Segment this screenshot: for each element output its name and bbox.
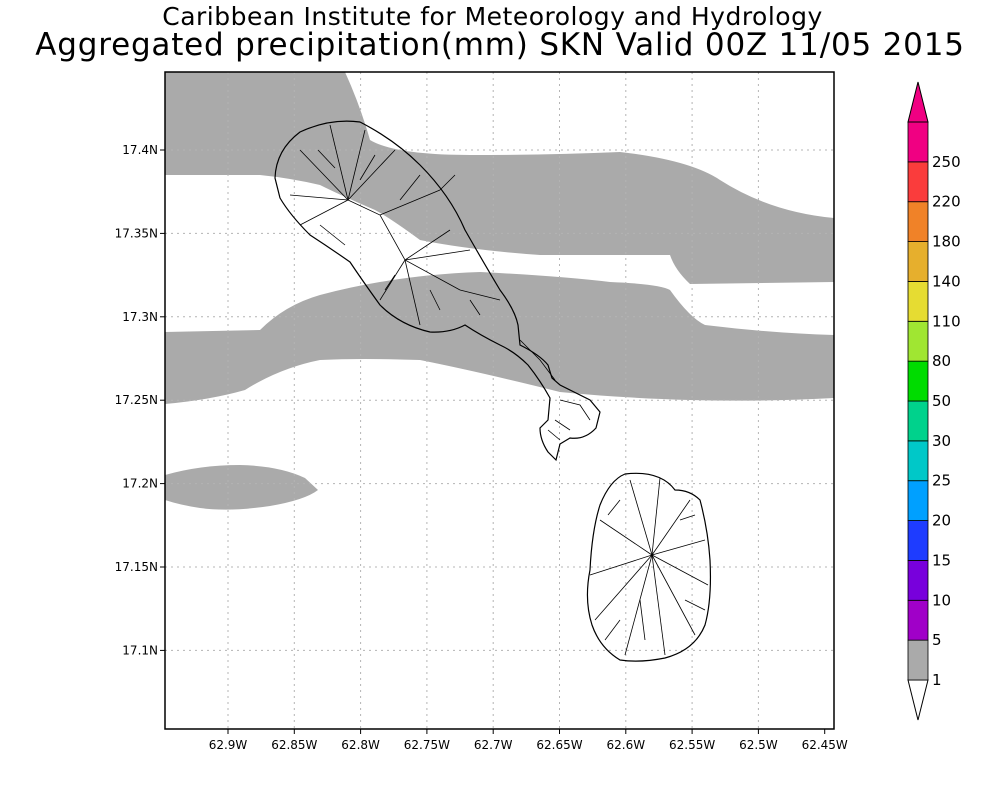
colorbar-label: 140 (932, 272, 961, 290)
precip-field (165, 72, 834, 510)
precip-band-north (165, 72, 834, 284)
island-st-kitts-outline (274, 120, 601, 462)
lon-tick-label: 62.8W (341, 738, 380, 752)
lon-tick-label: 62.85W (271, 738, 317, 752)
island-nevis (586, 472, 712, 662)
colorbar-segment (907, 560, 929, 601)
colorbar-label: 10 (932, 591, 951, 609)
colorbar-upper-arrow (907, 81, 929, 123)
lat-tick-label: 17.3N (122, 310, 158, 324)
island-nevis-outline (586, 472, 712, 662)
lon-tick-label: 62.45W (802, 738, 848, 752)
lat-tick-label: 17.35N (115, 226, 158, 240)
colorbar-segment (907, 599, 929, 641)
colorbar-segment (907, 161, 929, 203)
precip-band-central (165, 272, 834, 404)
colorbar-segment (907, 320, 929, 362)
colorbar-label: 20 (932, 512, 951, 530)
lat-tick-label: 17.1N (122, 643, 158, 657)
title-line-2: Aggregated precipitation(mm) SKN Valid 0… (35, 27, 965, 63)
colorbar-segment (907, 440, 929, 482)
map-grid (165, 72, 834, 729)
lat-tick-label: 17.25N (115, 393, 158, 407)
colorbar-lower-arrow (907, 679, 929, 721)
longitude-axis: 62.9W 62.85W 62.8W 62.75W 62.7W 62.65W 62.6W 62… (209, 729, 848, 752)
lon-tick-label: 62.5W (739, 738, 778, 752)
lon-tick-label: 62.65W (536, 738, 582, 752)
colorbar-label: 180 (932, 233, 961, 251)
nevis-drainage (589, 477, 709, 656)
st-kitts-drainage (289, 124, 501, 326)
colorbar-label: 220 (932, 193, 961, 211)
colorbar-label: 80 (932, 352, 951, 370)
colorbar-label: 110 (932, 312, 961, 330)
colorbar-segment (907, 360, 929, 402)
colorbar-label: 25 (932, 472, 951, 490)
lon-tick-label: 62.75W (404, 738, 450, 752)
lon-tick-label: 62.6W (607, 738, 646, 752)
colorbar-label: 1 (932, 671, 942, 689)
colorbar-segment (907, 281, 929, 322)
lon-tick-label: 62.7W (474, 738, 513, 752)
colorbar-segment (907, 121, 929, 163)
latitude-axis: 17.4N 17.35N 17.3N 17.25N 17.2N 17.15N 17.1N (115, 143, 165, 657)
colorbar-segment (907, 241, 929, 282)
colorbar-segment (907, 639, 929, 681)
lat-tick-label: 17.4N (122, 143, 158, 157)
lat-tick-label: 17.15N (115, 560, 158, 574)
lat-tick-label: 17.2N (122, 477, 158, 491)
colorbar-label: 250 (932, 153, 961, 171)
colorbar-segment (907, 400, 929, 442)
island-st-kitts (274, 120, 601, 462)
title-line-1: Caribbean Institute for Meteorology and … (162, 2, 823, 31)
colorbar-label: 30 (932, 432, 951, 450)
precip-band-west (165, 465, 318, 510)
colorbar-segment (907, 520, 929, 561)
colorbar-label: 50 (932, 392, 951, 410)
colorbar-segment (907, 480, 929, 521)
colorbar-label: 15 (932, 551, 951, 569)
st-kitts-peninsula-lines (519, 339, 591, 441)
colorbar-segment (907, 201, 929, 242)
lon-tick-label: 62.55W (669, 738, 715, 752)
lon-tick-label: 62.9W (209, 738, 248, 752)
colorbar-label: 5 (932, 631, 942, 649)
